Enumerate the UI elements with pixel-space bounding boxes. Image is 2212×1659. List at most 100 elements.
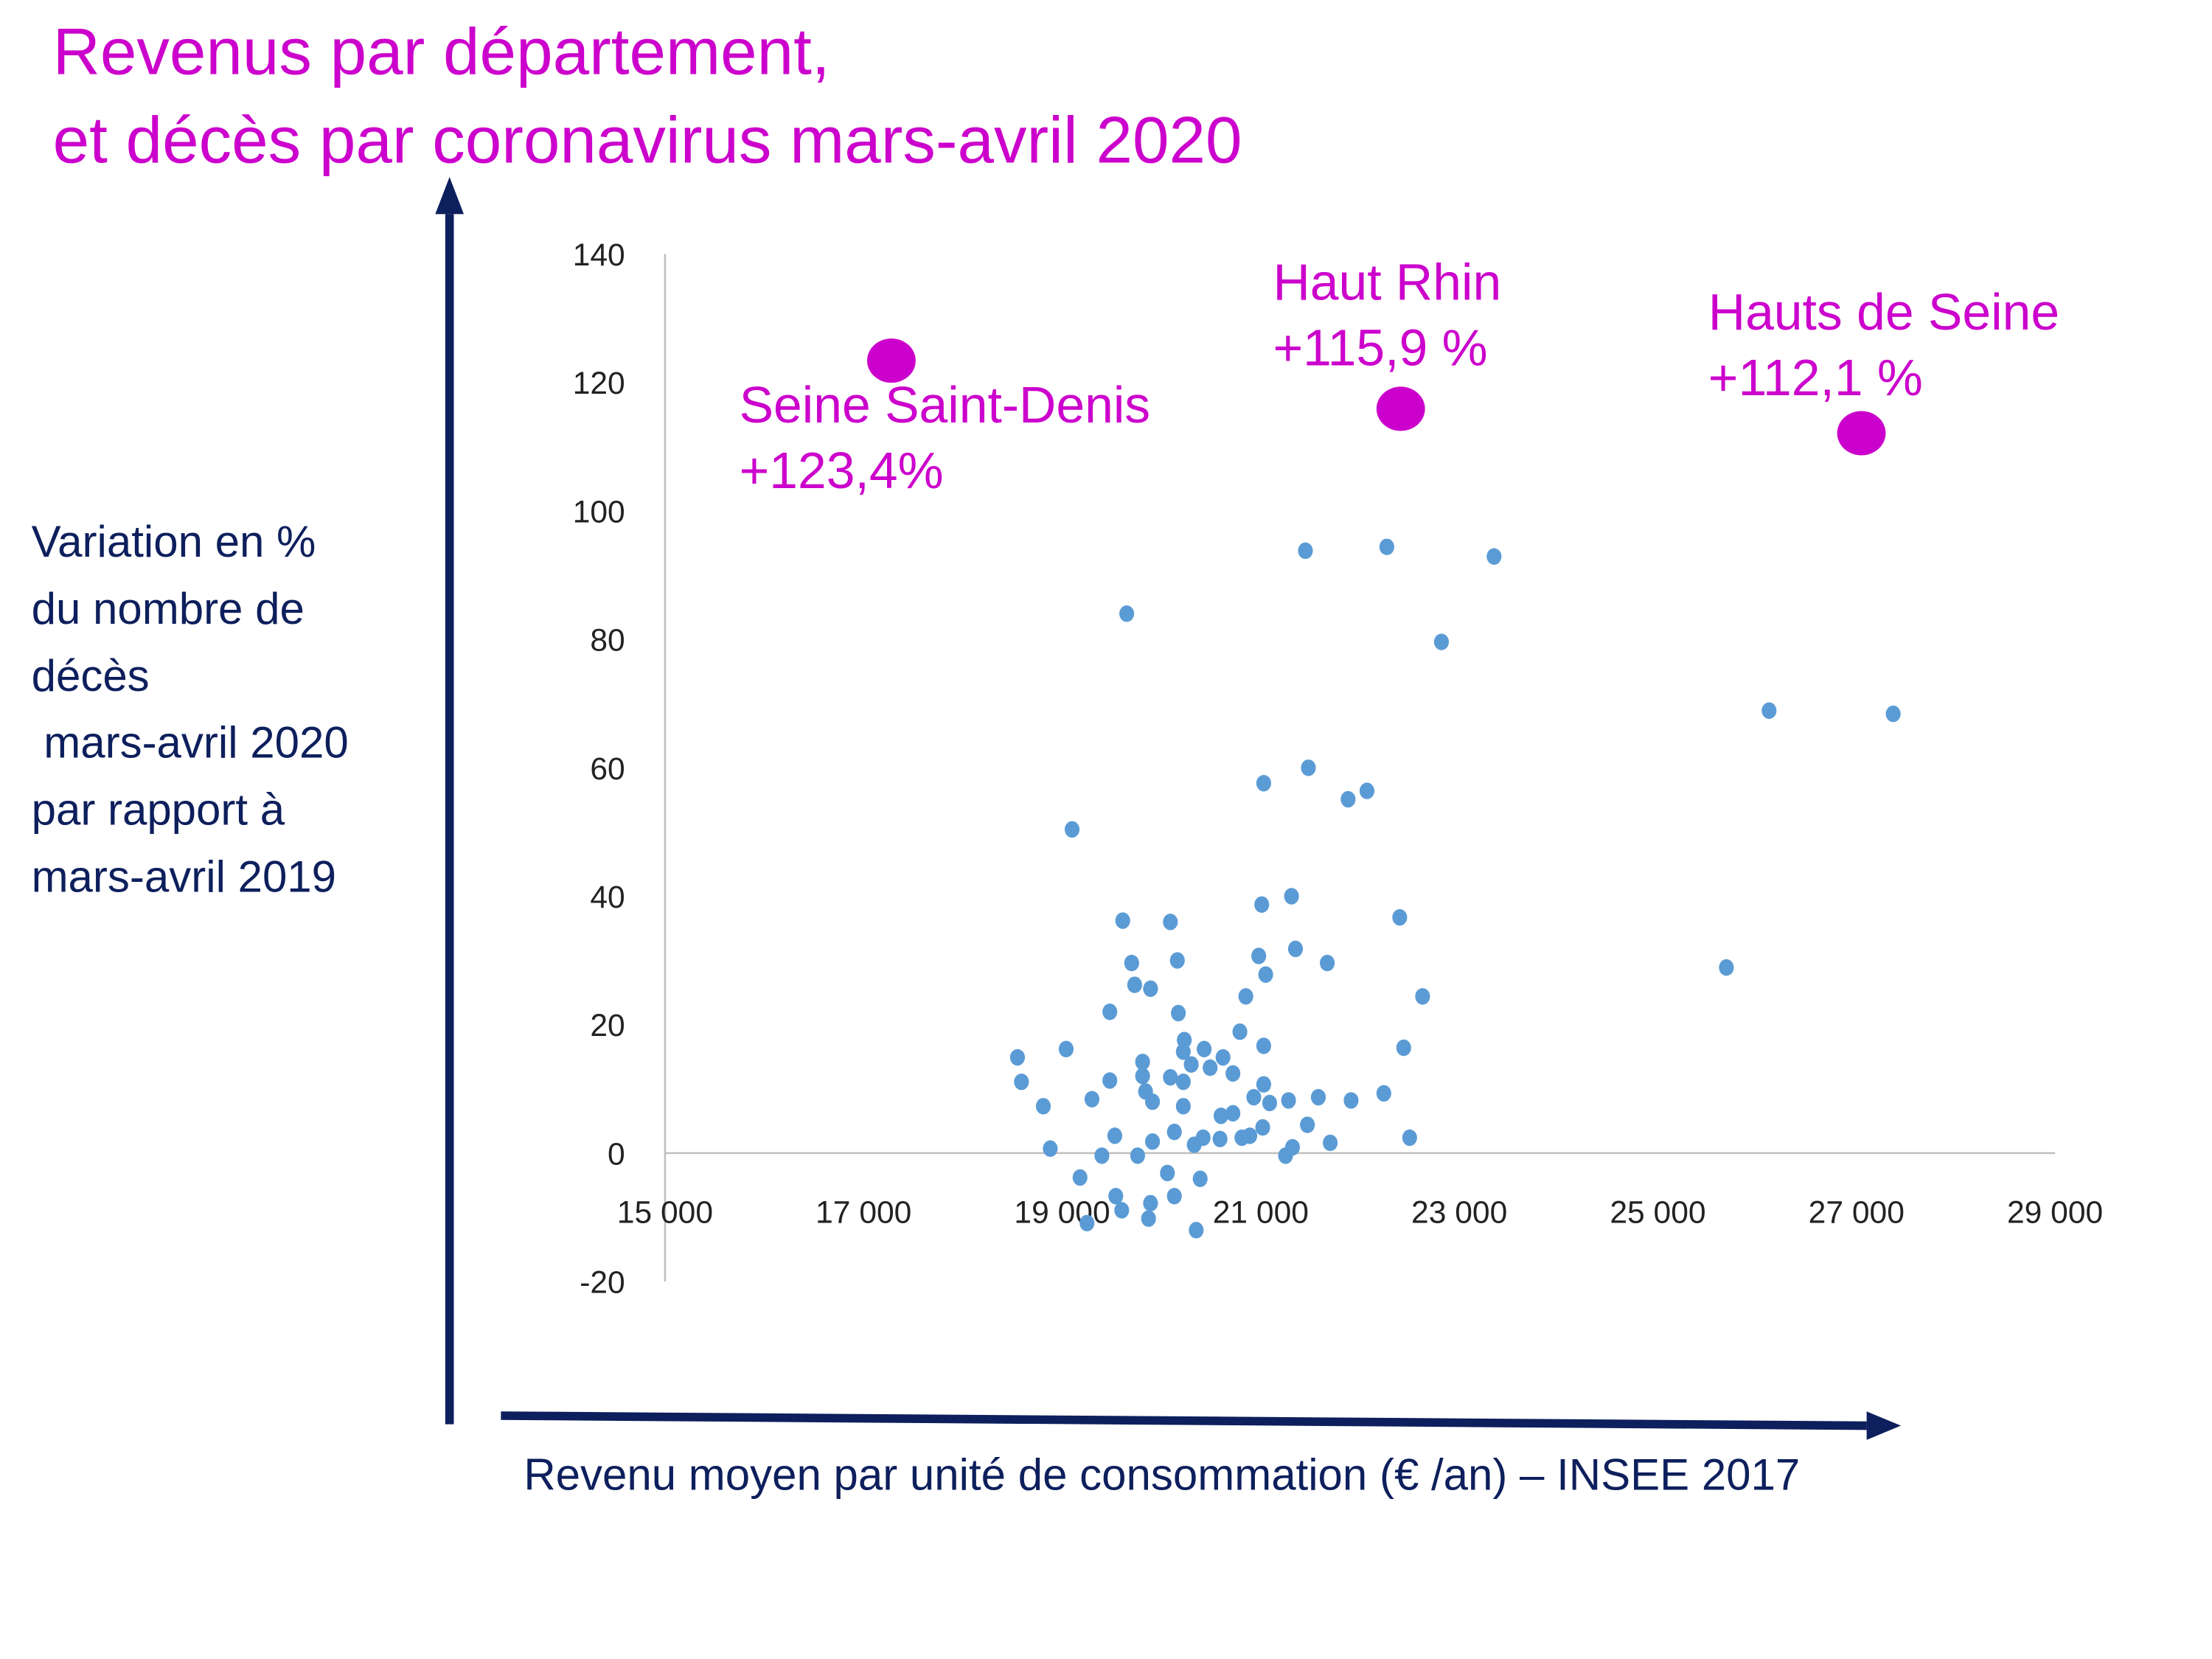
data-point bbox=[1143, 980, 1158, 998]
data-point bbox=[1255, 1119, 1270, 1136]
data-point bbox=[1035, 1098, 1051, 1115]
data-point bbox=[1171, 1004, 1186, 1022]
data-point bbox=[1115, 912, 1130, 929]
data-point bbox=[1256, 1037, 1271, 1054]
data-point bbox=[1310, 1088, 1326, 1106]
data-point bbox=[1396, 1039, 1411, 1057]
data-point bbox=[1885, 705, 1901, 723]
data-point bbox=[1169, 952, 1185, 969]
highlight-name: Seine Saint-Denis bbox=[740, 376, 1151, 434]
y-axis-label-line: Variation en % bbox=[32, 517, 316, 566]
data-point bbox=[1251, 947, 1267, 964]
y-tick-label: 120 bbox=[573, 366, 625, 401]
data-point bbox=[1320, 954, 1335, 972]
data-point bbox=[1175, 1098, 1191, 1115]
data-point bbox=[1192, 1170, 1208, 1187]
data-point bbox=[1145, 1133, 1161, 1150]
data-point bbox=[1225, 1065, 1241, 1082]
data-point bbox=[1163, 914, 1178, 931]
data-point bbox=[1232, 1023, 1248, 1040]
data-point bbox=[1084, 1091, 1100, 1107]
data-point bbox=[1166, 1188, 1182, 1205]
data-point bbox=[1392, 909, 1408, 926]
data-point bbox=[1212, 1130, 1228, 1147]
data-point bbox=[1102, 1004, 1118, 1020]
data-point bbox=[1300, 1116, 1315, 1133]
data-point bbox=[1163, 1068, 1178, 1086]
data-point bbox=[1079, 1214, 1095, 1232]
data-point bbox=[1119, 605, 1135, 622]
highlight-point bbox=[1837, 411, 1886, 456]
data-point bbox=[1197, 1040, 1212, 1057]
data-point bbox=[1278, 1147, 1293, 1164]
data-point bbox=[1761, 702, 1777, 720]
y-arrow bbox=[435, 177, 465, 1425]
x-arrow bbox=[501, 1411, 1902, 1440]
data-point bbox=[1166, 1123, 1182, 1141]
x-tick-label: 25 000 bbox=[1610, 1195, 1705, 1231]
data-point bbox=[1124, 954, 1139, 972]
y-tick-label: 0 bbox=[608, 1136, 625, 1172]
data-point bbox=[1186, 1136, 1202, 1153]
data-point bbox=[1014, 1073, 1029, 1091]
data-point bbox=[1108, 1188, 1124, 1205]
data-point bbox=[1183, 1056, 1199, 1073]
data-point bbox=[1043, 1140, 1058, 1157]
highlight-name: Haut Rhin bbox=[1273, 253, 1501, 310]
data-point bbox=[1343, 1092, 1359, 1109]
highlight-value: +123,4% bbox=[740, 442, 944, 499]
y-axis-label-line: du nombre de bbox=[32, 584, 305, 633]
data-point bbox=[1130, 1147, 1145, 1164]
data-point bbox=[1256, 1076, 1271, 1093]
highlight-point bbox=[867, 338, 916, 383]
data-point bbox=[1135, 1053, 1150, 1071]
data-point bbox=[1254, 896, 1270, 914]
y-tick-label: 100 bbox=[573, 494, 625, 529]
data-point bbox=[1301, 759, 1316, 776]
data-point bbox=[1072, 1169, 1088, 1186]
data-point bbox=[1238, 988, 1253, 1005]
data-point bbox=[1719, 959, 1734, 976]
data-point bbox=[1486, 548, 1502, 565]
data-point bbox=[1376, 1085, 1391, 1102]
x-tick-label: 15 000 bbox=[617, 1195, 713, 1231]
data-point bbox=[1287, 940, 1304, 958]
data-point bbox=[1064, 821, 1080, 838]
data-point bbox=[1379, 538, 1394, 555]
x-tick-label: 19 000 bbox=[1014, 1195, 1110, 1231]
data-point bbox=[1256, 774, 1271, 792]
x-tick-label: 23 000 bbox=[1411, 1195, 1507, 1231]
data-point bbox=[1094, 1147, 1110, 1164]
data-point bbox=[1323, 1134, 1338, 1152]
data-point bbox=[1225, 1105, 1241, 1122]
y-tick-label: 60 bbox=[590, 751, 625, 787]
data-point bbox=[1242, 1127, 1258, 1144]
data-point bbox=[1160, 1164, 1175, 1182]
data-point bbox=[1281, 1092, 1296, 1109]
highlight-point bbox=[1376, 386, 1425, 431]
y-axis-label-line: décès bbox=[32, 651, 150, 700]
highlight-value: +115,9 % bbox=[1273, 319, 1487, 376]
highlight-name: Hauts de Seine bbox=[1708, 283, 2059, 341]
data-point bbox=[1215, 1048, 1231, 1066]
data-point bbox=[1284, 888, 1299, 905]
data-point bbox=[1135, 1068, 1150, 1085]
x-tick-label: 17 000 bbox=[815, 1195, 911, 1231]
chart-title-line-2: et décès par coronavirus mars-avril 2020 bbox=[53, 103, 1242, 177]
data-point bbox=[1107, 1127, 1122, 1144]
chart-title-line-1: Revenus par département, bbox=[53, 15, 830, 88]
data-point bbox=[1246, 1088, 1262, 1106]
highlight-value: +112,1 % bbox=[1708, 349, 1923, 406]
data-point bbox=[1189, 1222, 1204, 1239]
data-point bbox=[1262, 1094, 1278, 1112]
y-tick-label: -20 bbox=[580, 1265, 625, 1301]
data-point bbox=[1359, 782, 1375, 799]
y-axis-label-line: mars-avril 2020 bbox=[32, 718, 349, 768]
y-tick-label: 80 bbox=[590, 623, 625, 658]
data-point bbox=[1415, 988, 1430, 1005]
data-point bbox=[1145, 1093, 1161, 1110]
data-point bbox=[1175, 1073, 1191, 1091]
data-point bbox=[1141, 1210, 1156, 1227]
x-tick-label: 27 000 bbox=[1809, 1195, 1905, 1231]
data-point bbox=[1203, 1059, 1218, 1077]
